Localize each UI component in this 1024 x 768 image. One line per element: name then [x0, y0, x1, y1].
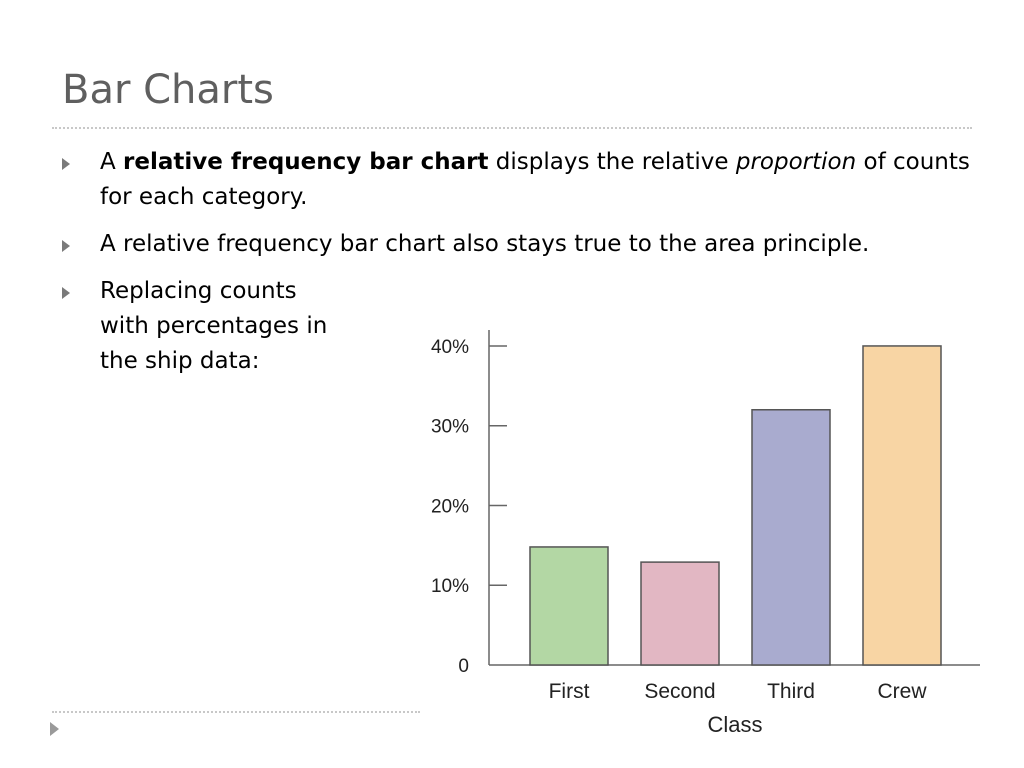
bullet-arrow-icon: [62, 240, 70, 252]
bullet-text: of counts for each category.: [100, 149, 970, 210]
y-tick-label: 40%: [431, 337, 469, 358]
title-divider: [52, 127, 972, 129]
bar-crew: [862, 345, 942, 666]
bullet-list: A relative frequency bar chart displays …: [62, 145, 992, 391]
y-tick-label: 30%: [431, 417, 469, 438]
x-category-label: Crew: [877, 680, 927, 703]
bar-third: [751, 409, 831, 666]
y-tick-label: 10%: [431, 576, 469, 597]
y-tick-label: 0: [458, 656, 469, 677]
bullet-arrow-icon: [62, 287, 70, 299]
bullet-text: Replacing counts with percentages in the…: [100, 278, 328, 374]
slide-title: Bar Charts: [62, 67, 274, 113]
bullet-text: A relative frequency bar chart also stay…: [100, 231, 870, 257]
y-tick-label: 20%: [431, 496, 469, 517]
bullet-item: A relative frequency bar chart also stay…: [62, 227, 992, 262]
x-category-label: First: [549, 680, 590, 703]
corner-triangle-icon: [50, 722, 59, 736]
x-axis-title: Class: [707, 712, 762, 737]
bullet-text: proportion: [735, 149, 857, 175]
relative-frequency-bar-chart: 0 10% 20% 30% 40% First Second Third Crew Class: [431, 330, 980, 737]
bullet-text: A: [100, 149, 124, 175]
bar-second: [640, 561, 720, 666]
bullet-arrow-icon: [62, 158, 70, 170]
x-category-label: Third: [767, 680, 815, 703]
bullet-text: relative frequency bar chart: [123, 149, 489, 175]
bullet-item: Replacing counts with percentages in the…: [62, 274, 330, 379]
footer-divider: [52, 711, 420, 713]
bar-first: [529, 546, 609, 666]
bullet-item: A relative frequency bar chart displays …: [62, 145, 992, 215]
bullet-text: displays the relative: [488, 149, 736, 175]
x-category-label: Second: [644, 680, 715, 703]
